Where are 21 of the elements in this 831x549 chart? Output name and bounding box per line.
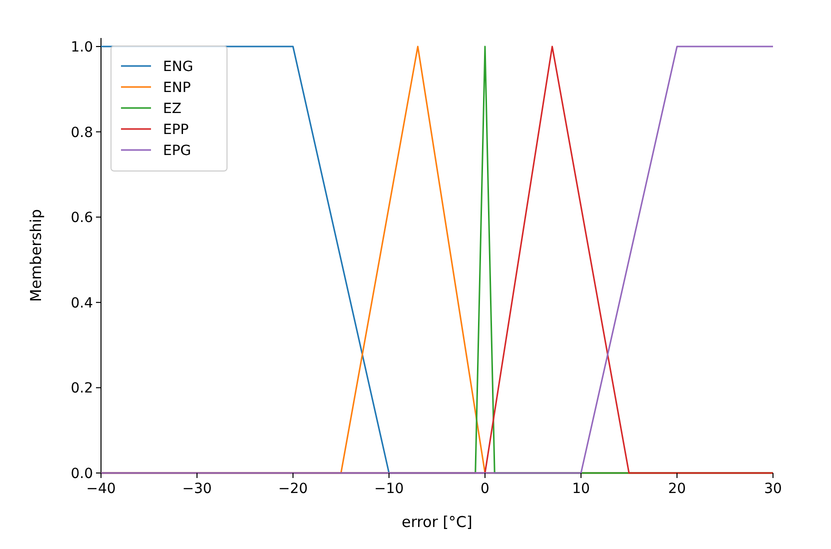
legend-label: ENP: [163, 80, 191, 96]
y-tick-label: 0.4: [70, 295, 94, 312]
y-tick-label: 0.2: [70, 380, 93, 397]
y-tick-label: 1.0: [70, 40, 93, 56]
x-axis-title: error [°C]: [402, 513, 472, 531]
legend-label: EZ: [163, 101, 182, 117]
x-tick-label: 10: [572, 481, 590, 497]
x-tick-label: −20: [278, 481, 308, 497]
x-tick-label: −10: [374, 481, 404, 497]
x-tick-label: −40: [86, 481, 116, 497]
legend-label: ENG: [163, 59, 194, 75]
y-tick-label: 0.0: [70, 466, 93, 482]
x-tick-label: 30: [764, 481, 782, 497]
x-tick-label: −30: [182, 481, 212, 497]
y-axis-title: Membership: [27, 209, 45, 302]
x-tick-label: 0: [480, 481, 490, 497]
y-tick-label: 0.6: [70, 210, 94, 226]
legend-label: EPP: [163, 122, 189, 138]
legend-label: EPG: [163, 143, 192, 159]
x-tick-label: 20: [668, 481, 686, 497]
y-tick-label: 0.8: [70, 124, 93, 141]
